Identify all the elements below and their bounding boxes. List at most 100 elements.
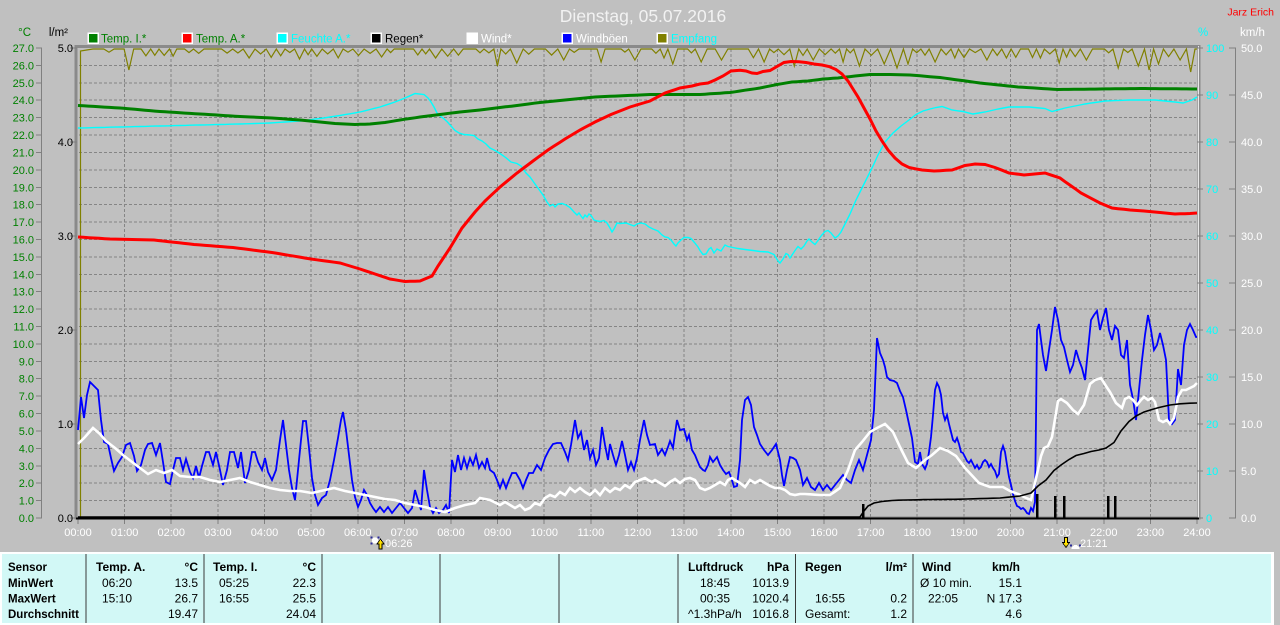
svg-text:10.0: 10.0 [1241, 419, 1262, 431]
svg-text:2.0: 2.0 [58, 325, 73, 337]
svg-text:70: 70 [1206, 184, 1218, 196]
svg-text:1016.8: 1016.8 [752, 607, 789, 621]
svg-text:16:55: 16:55 [815, 592, 845, 606]
svg-text:18:45: 18:45 [700, 576, 730, 590]
svg-text:°C: °C [18, 27, 31, 39]
svg-text:90: 90 [1206, 90, 1218, 102]
svg-text:18.0: 18.0 [13, 200, 34, 212]
svg-text:24.04: 24.04 [286, 607, 316, 621]
svg-text:8.0: 8.0 [19, 374, 34, 386]
svg-text:15:00: 15:00 [764, 527, 792, 539]
svg-text:13:00: 13:00 [670, 527, 698, 539]
svg-text:20:00: 20:00 [997, 527, 1025, 539]
svg-text:19.0: 19.0 [13, 182, 34, 194]
svg-text:20.0: 20.0 [13, 165, 34, 177]
svg-text:Gesamt:: Gesamt: [805, 607, 850, 621]
svg-text:Feuchte A.*: Feuchte A.* [291, 34, 351, 46]
svg-text:1013.9: 1013.9 [752, 576, 789, 590]
svg-text:17.0: 17.0 [13, 217, 34, 229]
svg-text:15.0: 15.0 [1241, 372, 1262, 384]
svg-text:23.0: 23.0 [13, 113, 34, 125]
svg-text:km/h: km/h [1240, 27, 1265, 39]
svg-text:10:00: 10:00 [530, 527, 558, 539]
svg-text:35.0: 35.0 [1241, 184, 1262, 196]
svg-text:15.1: 15.1 [999, 576, 1023, 590]
svg-text:°C: °C [185, 560, 199, 574]
svg-text:Temp. A.: Temp. A. [96, 560, 145, 574]
svg-text:20.0: 20.0 [1241, 325, 1262, 337]
svg-text:4.0: 4.0 [58, 137, 73, 149]
svg-text:22:00: 22:00 [1090, 527, 1118, 539]
svg-text:13.0: 13.0 [13, 287, 34, 299]
svg-text:09:00: 09:00 [484, 527, 512, 539]
svg-text:9.0: 9.0 [19, 356, 34, 368]
svg-text:Temp. I.: Temp. I. [213, 560, 257, 574]
svg-text:26.7: 26.7 [175, 592, 199, 606]
svg-text:25.0: 25.0 [13, 78, 34, 90]
svg-text:°C: °C [303, 560, 317, 574]
svg-text:05:00: 05:00 [297, 527, 325, 539]
svg-text:1.0: 1.0 [58, 419, 73, 431]
svg-text:15:10: 15:10 [102, 592, 132, 606]
svg-text:60: 60 [1206, 231, 1218, 243]
svg-text:hPa: hPa [767, 560, 789, 574]
svg-text:10: 10 [1206, 466, 1218, 478]
svg-text:3.0: 3.0 [58, 231, 73, 243]
svg-text:Windböen: Windböen [576, 34, 628, 46]
svg-text:18:00: 18:00 [903, 527, 931, 539]
svg-text:30.0: 30.0 [1241, 231, 1262, 243]
svg-text:80: 80 [1206, 137, 1218, 149]
svg-text:21:00: 21:00 [1043, 527, 1071, 539]
svg-text:^1.3hPa/h: ^1.3hPa/h [688, 607, 742, 621]
svg-text:16.0: 16.0 [13, 234, 34, 246]
svg-text:27.0: 27.0 [13, 43, 34, 55]
svg-text:06:20: 06:20 [102, 576, 132, 590]
svg-text:40: 40 [1206, 325, 1218, 337]
svg-text:11.0: 11.0 [13, 322, 34, 334]
svg-text:0: 0 [1206, 513, 1212, 525]
svg-text:Dienstag, 05.07.2016: Dienstag, 05.07.2016 [560, 6, 726, 26]
svg-text:45.0: 45.0 [1241, 90, 1262, 102]
svg-text:16:00: 16:00 [810, 527, 838, 539]
svg-text:Temp. I.*: Temp. I.* [101, 34, 147, 46]
svg-text:0.2: 0.2 [890, 592, 907, 606]
svg-text:Regen*: Regen* [385, 34, 424, 46]
svg-text:l/m²: l/m² [886, 560, 907, 574]
svg-text:50: 50 [1206, 278, 1218, 290]
svg-text:21:21: 21:21 [1080, 538, 1108, 550]
svg-text:08:00: 08:00 [437, 527, 465, 539]
svg-text:22.3: 22.3 [293, 576, 317, 590]
svg-text:17:00: 17:00 [857, 527, 885, 539]
svg-text:30: 30 [1206, 372, 1218, 384]
svg-text:20: 20 [1206, 419, 1218, 431]
svg-text:13.5: 13.5 [175, 576, 199, 590]
svg-text:25.5: 25.5 [293, 592, 317, 606]
svg-text:05:25: 05:25 [219, 576, 249, 590]
svg-text:24.0: 24.0 [13, 95, 34, 107]
svg-text:5.0: 5.0 [58, 43, 73, 55]
svg-text:MinWert: MinWert [8, 578, 53, 590]
svg-text:5.0: 5.0 [19, 426, 34, 438]
svg-text:0.0: 0.0 [19, 513, 34, 525]
svg-text:14.0: 14.0 [13, 269, 34, 281]
svg-text:25.0: 25.0 [1241, 278, 1262, 290]
svg-text:10.0: 10.0 [13, 339, 34, 351]
svg-text:50.0: 50.0 [1241, 43, 1262, 55]
svg-text:l/m²: l/m² [49, 27, 68, 39]
svg-text:4.6: 4.6 [1005, 607, 1022, 621]
svg-text:0.0: 0.0 [58, 513, 73, 525]
svg-text:07:00: 07:00 [391, 527, 419, 539]
svg-text:%: % [1198, 27, 1208, 39]
svg-text:Regen: Regen [805, 560, 842, 574]
svg-text:02:00: 02:00 [157, 527, 185, 539]
svg-text:15.0: 15.0 [13, 252, 34, 264]
svg-text:14:00: 14:00 [717, 527, 745, 539]
svg-text:00:35: 00:35 [700, 592, 730, 606]
svg-text:MaxWert: MaxWert [8, 594, 56, 606]
svg-text:11:00: 11:00 [578, 527, 605, 539]
svg-text:2.0: 2.0 [19, 478, 34, 490]
svg-text:19:00: 19:00 [950, 527, 978, 539]
svg-text:21.0: 21.0 [13, 147, 34, 159]
svg-text:40.0: 40.0 [1241, 137, 1262, 149]
svg-text:5.0: 5.0 [1241, 466, 1256, 478]
